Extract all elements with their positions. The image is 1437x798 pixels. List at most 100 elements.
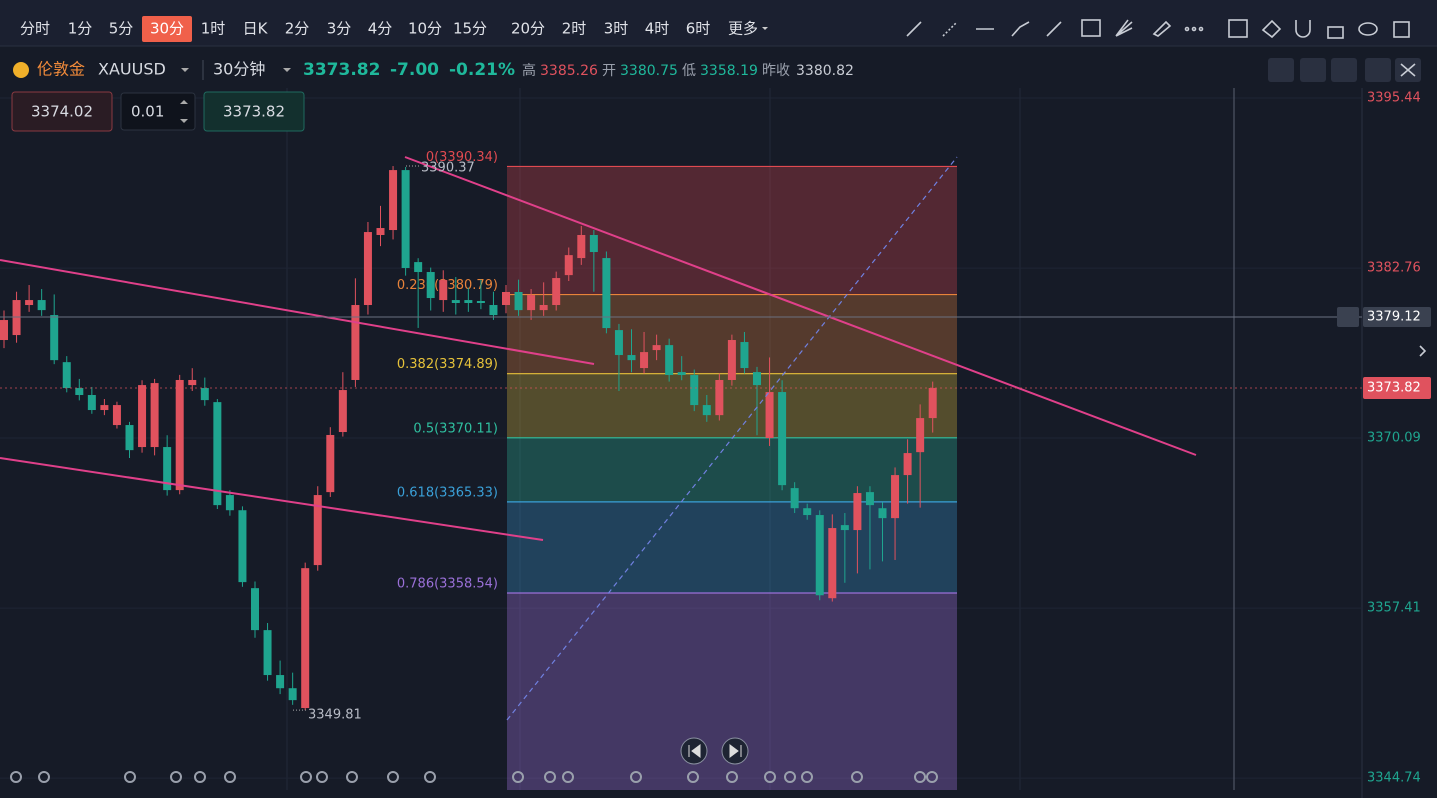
candle-body <box>288 688 297 701</box>
candle-body <box>702 405 711 416</box>
candle-body <box>351 305 360 380</box>
caret <box>283 68 291 72</box>
caret <box>762 27 768 30</box>
period-tab[interactable]: 更多 <box>728 20 758 38</box>
candle-body <box>828 528 837 599</box>
candle-body <box>916 418 925 453</box>
period-tab[interactable]: 1时 <box>201 20 226 38</box>
candle-body <box>502 292 510 306</box>
period-tab[interactable]: 6时 <box>686 20 711 38</box>
y-tick-label: 3370.09 <box>1367 431 1421 446</box>
fib-label: 0.5(3370.11) <box>413 421 498 436</box>
candle-body <box>25 300 34 306</box>
candle-body <box>112 405 121 426</box>
alert-button[interactable] <box>1337 306 1359 327</box>
prev-value: 3380.82 <box>796 63 854 79</box>
candle-body <box>690 375 699 406</box>
y-tick-label: 3357.41 <box>1367 601 1421 616</box>
candle-body <box>301 568 310 709</box>
candle-body <box>514 292 523 311</box>
period-tab[interactable]: 3分 <box>327 20 352 38</box>
y-tick-label: 3382.76 <box>1367 261 1421 276</box>
candle-body <box>903 453 912 476</box>
candle-body <box>727 340 736 380</box>
fib-label: 0.382(3374.89) <box>397 357 498 372</box>
period-tab[interactable]: 3时 <box>604 20 629 38</box>
candle-body <box>426 272 435 299</box>
buy-box[interactable] <box>203 91 305 132</box>
symbol-code[interactable]: XAUUSD <box>98 60 166 79</box>
candle-body <box>589 234 598 253</box>
candle-body <box>401 170 410 268</box>
symbol-icon <box>13 62 29 78</box>
current-price: 3373.82 <box>1367 381 1421 396</box>
period-tab[interactable]: 2分 <box>285 20 310 38</box>
candle-body <box>213 402 222 506</box>
candle-body <box>12 300 21 336</box>
candle-body <box>865 492 874 506</box>
fib-band <box>507 166 957 295</box>
close-icon[interactable] <box>1400 63 1416 77</box>
period-tab[interactable]: 20分 <box>511 20 545 38</box>
candle-body <box>527 295 536 311</box>
low-mark-label: 3349.81 <box>308 708 362 723</box>
candle-body <box>552 278 561 306</box>
toolbar <box>0 0 1437 46</box>
candle-body <box>0 320 8 341</box>
high-label: 高 <box>522 62 536 79</box>
candle-body <box>627 355 636 361</box>
current-price-tag <box>1363 377 1431 400</box>
sell-price: 3374.02 <box>31 103 93 121</box>
candle-body <box>276 675 285 689</box>
period-tab[interactable]: 10分 <box>408 20 442 38</box>
candle-body <box>602 258 611 329</box>
period-tab[interactable]: 1分 <box>68 20 93 38</box>
candle-body <box>451 300 460 303</box>
candle-body <box>188 379 197 386</box>
drawing-tools <box>906 19 1410 39</box>
candle-body <box>75 388 84 396</box>
lots: 0.01 <box>131 103 164 121</box>
candle-body <box>489 305 498 316</box>
candle-body <box>677 372 686 376</box>
period-tab[interactable]: 分时 <box>20 20 50 38</box>
period-tab[interactable]: 5分 <box>109 20 134 38</box>
candle-body <box>464 300 473 303</box>
fib-label: 0.786(3358.54) <box>397 576 498 591</box>
fib-diagonal <box>506 156 958 721</box>
period-tab[interactable]: 2时 <box>562 20 587 38</box>
candle-body <box>790 488 799 509</box>
candle-body <box>200 388 209 401</box>
caret <box>181 68 189 72</box>
period-tab[interactable]: 4时 <box>645 20 670 38</box>
candle-body <box>715 379 724 416</box>
candle-body <box>840 525 849 531</box>
low-label: 低 <box>682 63 696 79</box>
period-tab[interactable]: 日K <box>243 20 269 38</box>
high-value: 3385.26 <box>540 63 598 79</box>
prev-label: 昨收 <box>762 63 790 79</box>
candle-body <box>878 508 887 519</box>
y-tick-label: 3344.74 <box>1367 771 1421 786</box>
candle-body <box>765 392 774 439</box>
open-value: 3380.75 <box>620 63 678 79</box>
lots-box[interactable] <box>120 92 196 131</box>
candle-body <box>238 510 247 583</box>
low-value: 3358.19 <box>700 63 758 79</box>
high-mark-label: 3390.37 <box>421 161 475 176</box>
candle-body <box>614 330 623 356</box>
period[interactable]: 30分钟 <box>213 60 265 79</box>
candle-body <box>50 315 59 361</box>
sell-box[interactable] <box>11 91 113 132</box>
expand-arrow[interactable] <box>1419 345 1427 357</box>
forward-icon <box>729 744 742 758</box>
period-tab[interactable]: 30分 <box>150 20 184 38</box>
period-tab[interactable]: 15分 <box>453 20 487 38</box>
crosshair-price: 3379.12 <box>1367 309 1421 324</box>
period-tab[interactable]: 4分 <box>368 20 393 38</box>
y-tick-label: 3395.44 <box>1367 91 1421 106</box>
candle-body <box>439 280 448 301</box>
buy-price: 3373.82 <box>223 103 285 121</box>
candle-body <box>87 395 96 411</box>
candle-body <box>778 392 787 486</box>
